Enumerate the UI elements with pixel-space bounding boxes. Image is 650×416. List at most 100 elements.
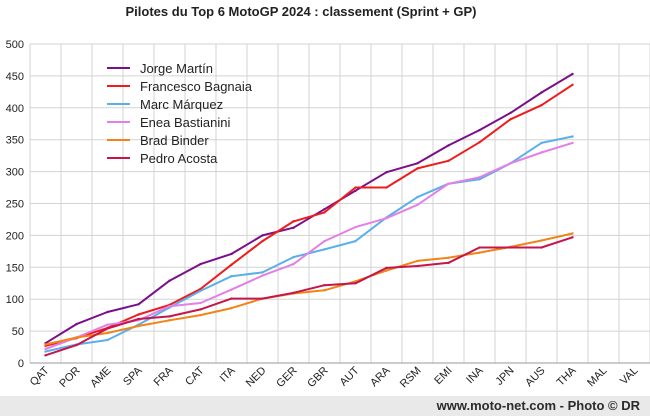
data-point <box>168 305 171 308</box>
data-point <box>292 255 295 259</box>
data-point <box>416 162 419 165</box>
data-point <box>199 313 202 317</box>
x-tick-label: NED <box>244 365 269 390</box>
x-tick-label: GBR <box>305 365 330 390</box>
x-tick-label: QAT <box>28 364 52 388</box>
data-point <box>354 282 357 285</box>
data-point <box>168 279 171 282</box>
y-tick-label: 400 <box>6 103 24 115</box>
data-point <box>540 239 543 242</box>
y-tick-label: 450 <box>6 71 24 83</box>
series-line-5 <box>45 236 573 357</box>
data-point <box>75 336 78 339</box>
data-point <box>478 176 481 179</box>
x-tick-label: EMI <box>432 365 454 387</box>
y-tick-label: 300 <box>6 167 24 179</box>
chart-title: Pilotes du Top 6 MotoGP 2024 : classemen… <box>126 4 477 19</box>
data-point <box>385 266 388 270</box>
y-tick-label: 500 <box>6 39 24 51</box>
data-point <box>137 313 140 316</box>
data-point <box>199 289 202 293</box>
data-point <box>323 289 326 292</box>
data-point <box>540 104 543 107</box>
data-point <box>137 317 140 321</box>
data-point <box>447 182 450 185</box>
x-tick-label: AUS <box>523 365 547 389</box>
x-tick-label: CAT <box>183 364 207 388</box>
data-point <box>385 216 388 220</box>
legend-label: Brad Binder <box>140 133 209 148</box>
data-point <box>354 186 357 189</box>
data-point <box>385 269 388 272</box>
data-point <box>323 208 326 211</box>
legend-label: Jorge Martín <box>140 61 213 76</box>
data-point <box>323 239 326 243</box>
x-tick-label: POR <box>57 365 82 390</box>
data-point <box>540 246 543 249</box>
data-point <box>261 234 264 237</box>
data-point <box>261 239 264 243</box>
data-point <box>137 324 140 328</box>
legend-label: Pedro Acosta <box>140 151 218 166</box>
footer-bar: www.moto-net.com - Photo © DR <box>0 396 650 416</box>
data-point <box>447 261 450 265</box>
data-point <box>478 246 481 249</box>
data-point <box>199 308 202 311</box>
data-point <box>509 111 512 115</box>
photo-credit: www.moto-net.com - Photo © DR <box>436 398 640 413</box>
data-point <box>478 251 481 254</box>
data-point <box>571 135 574 138</box>
data-point <box>478 178 481 181</box>
data-point <box>230 306 233 310</box>
x-tick-label: AME <box>88 365 113 390</box>
y-tick-label: 0 <box>18 358 24 370</box>
data-point <box>540 151 543 154</box>
data-point <box>416 264 419 268</box>
data-point <box>292 262 295 266</box>
data-point <box>571 232 574 235</box>
x-tick-label: INA <box>464 364 486 386</box>
data-point <box>168 319 171 322</box>
data-point <box>447 159 450 162</box>
data-point <box>106 323 109 326</box>
data-point <box>106 338 109 342</box>
data-point <box>44 350 47 353</box>
data-point <box>478 128 481 132</box>
legend-label: Francesco Bagnaia <box>140 79 253 94</box>
data-point <box>44 343 47 346</box>
data-point <box>416 259 419 263</box>
data-point <box>44 347 47 351</box>
data-point <box>106 331 109 335</box>
data-point <box>75 343 78 347</box>
y-tick-label: 250 <box>6 199 24 211</box>
data-point <box>230 288 233 291</box>
data-point <box>106 327 109 330</box>
data-point <box>447 256 450 259</box>
x-tick-label: RSM <box>398 365 424 391</box>
data-point <box>230 263 233 266</box>
data-point <box>44 354 47 357</box>
data-point <box>354 189 357 192</box>
data-point <box>416 167 419 170</box>
y-tick-label: 50 <box>12 326 24 338</box>
data-point <box>571 72 574 76</box>
x-tick-label: THA <box>555 364 580 389</box>
x-tick-label: AUT <box>338 364 362 388</box>
data-point <box>478 141 481 144</box>
data-point <box>509 246 512 249</box>
data-point <box>540 141 543 145</box>
data-point <box>230 252 233 256</box>
x-tick-label: SPA <box>121 364 145 388</box>
data-point <box>571 236 574 239</box>
data-point <box>323 248 326 251</box>
x-tick-label: ITA <box>218 364 238 384</box>
data-point <box>323 283 326 287</box>
series-line-4 <box>45 232 573 346</box>
x-tick-label: FRA <box>152 364 177 389</box>
data-point <box>354 225 357 229</box>
data-point <box>509 162 512 165</box>
data-point <box>137 303 140 306</box>
x-tick-label: MAL <box>585 365 609 389</box>
data-point <box>571 141 574 145</box>
